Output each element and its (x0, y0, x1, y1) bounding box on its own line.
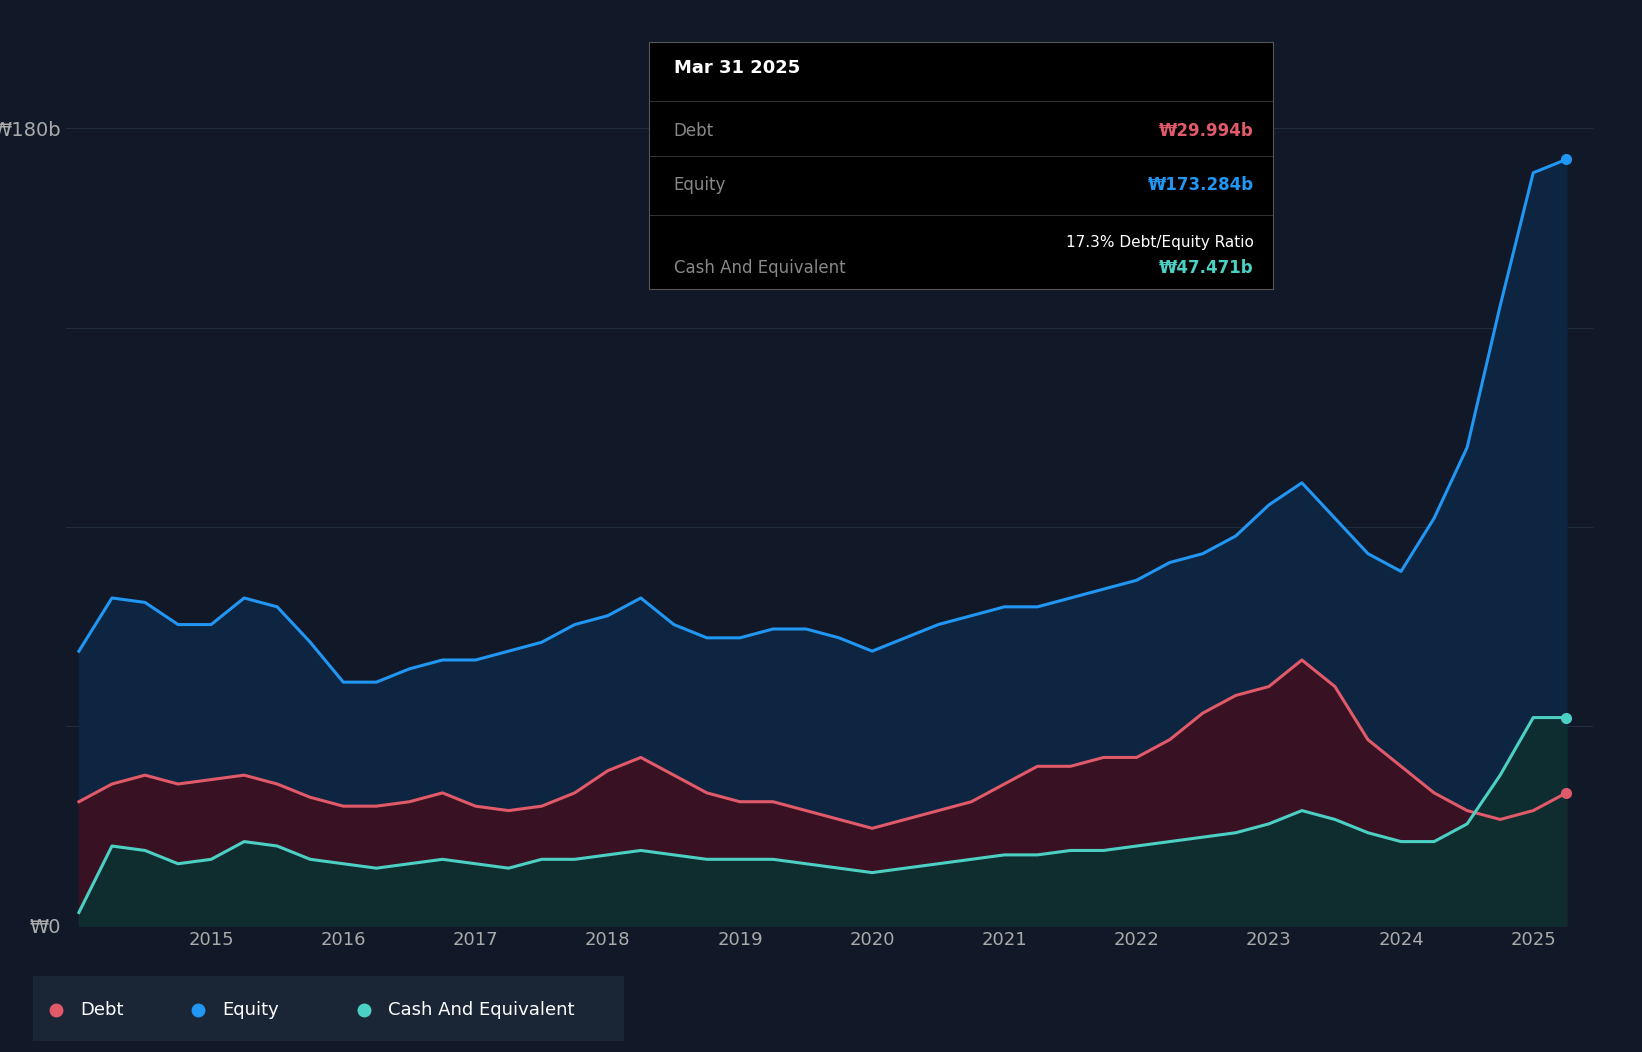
Text: Mar 31 2025: Mar 31 2025 (673, 59, 800, 78)
Text: ₩29.994b: ₩29.994b (1159, 122, 1254, 140)
Text: Debt: Debt (673, 122, 714, 140)
Text: ₩173.284b: ₩173.284b (1148, 177, 1254, 195)
Text: 17.3% Debt/Equity Ratio: 17.3% Debt/Equity Ratio (1066, 235, 1254, 249)
Text: Debt: Debt (80, 1002, 123, 1019)
Text: Equity: Equity (673, 177, 726, 195)
Text: Cash And Equivalent: Cash And Equivalent (388, 1002, 575, 1019)
Text: Cash And Equivalent: Cash And Equivalent (673, 259, 846, 277)
Text: ₩47.471b: ₩47.471b (1159, 259, 1254, 277)
Text: Equity: Equity (222, 1002, 279, 1019)
